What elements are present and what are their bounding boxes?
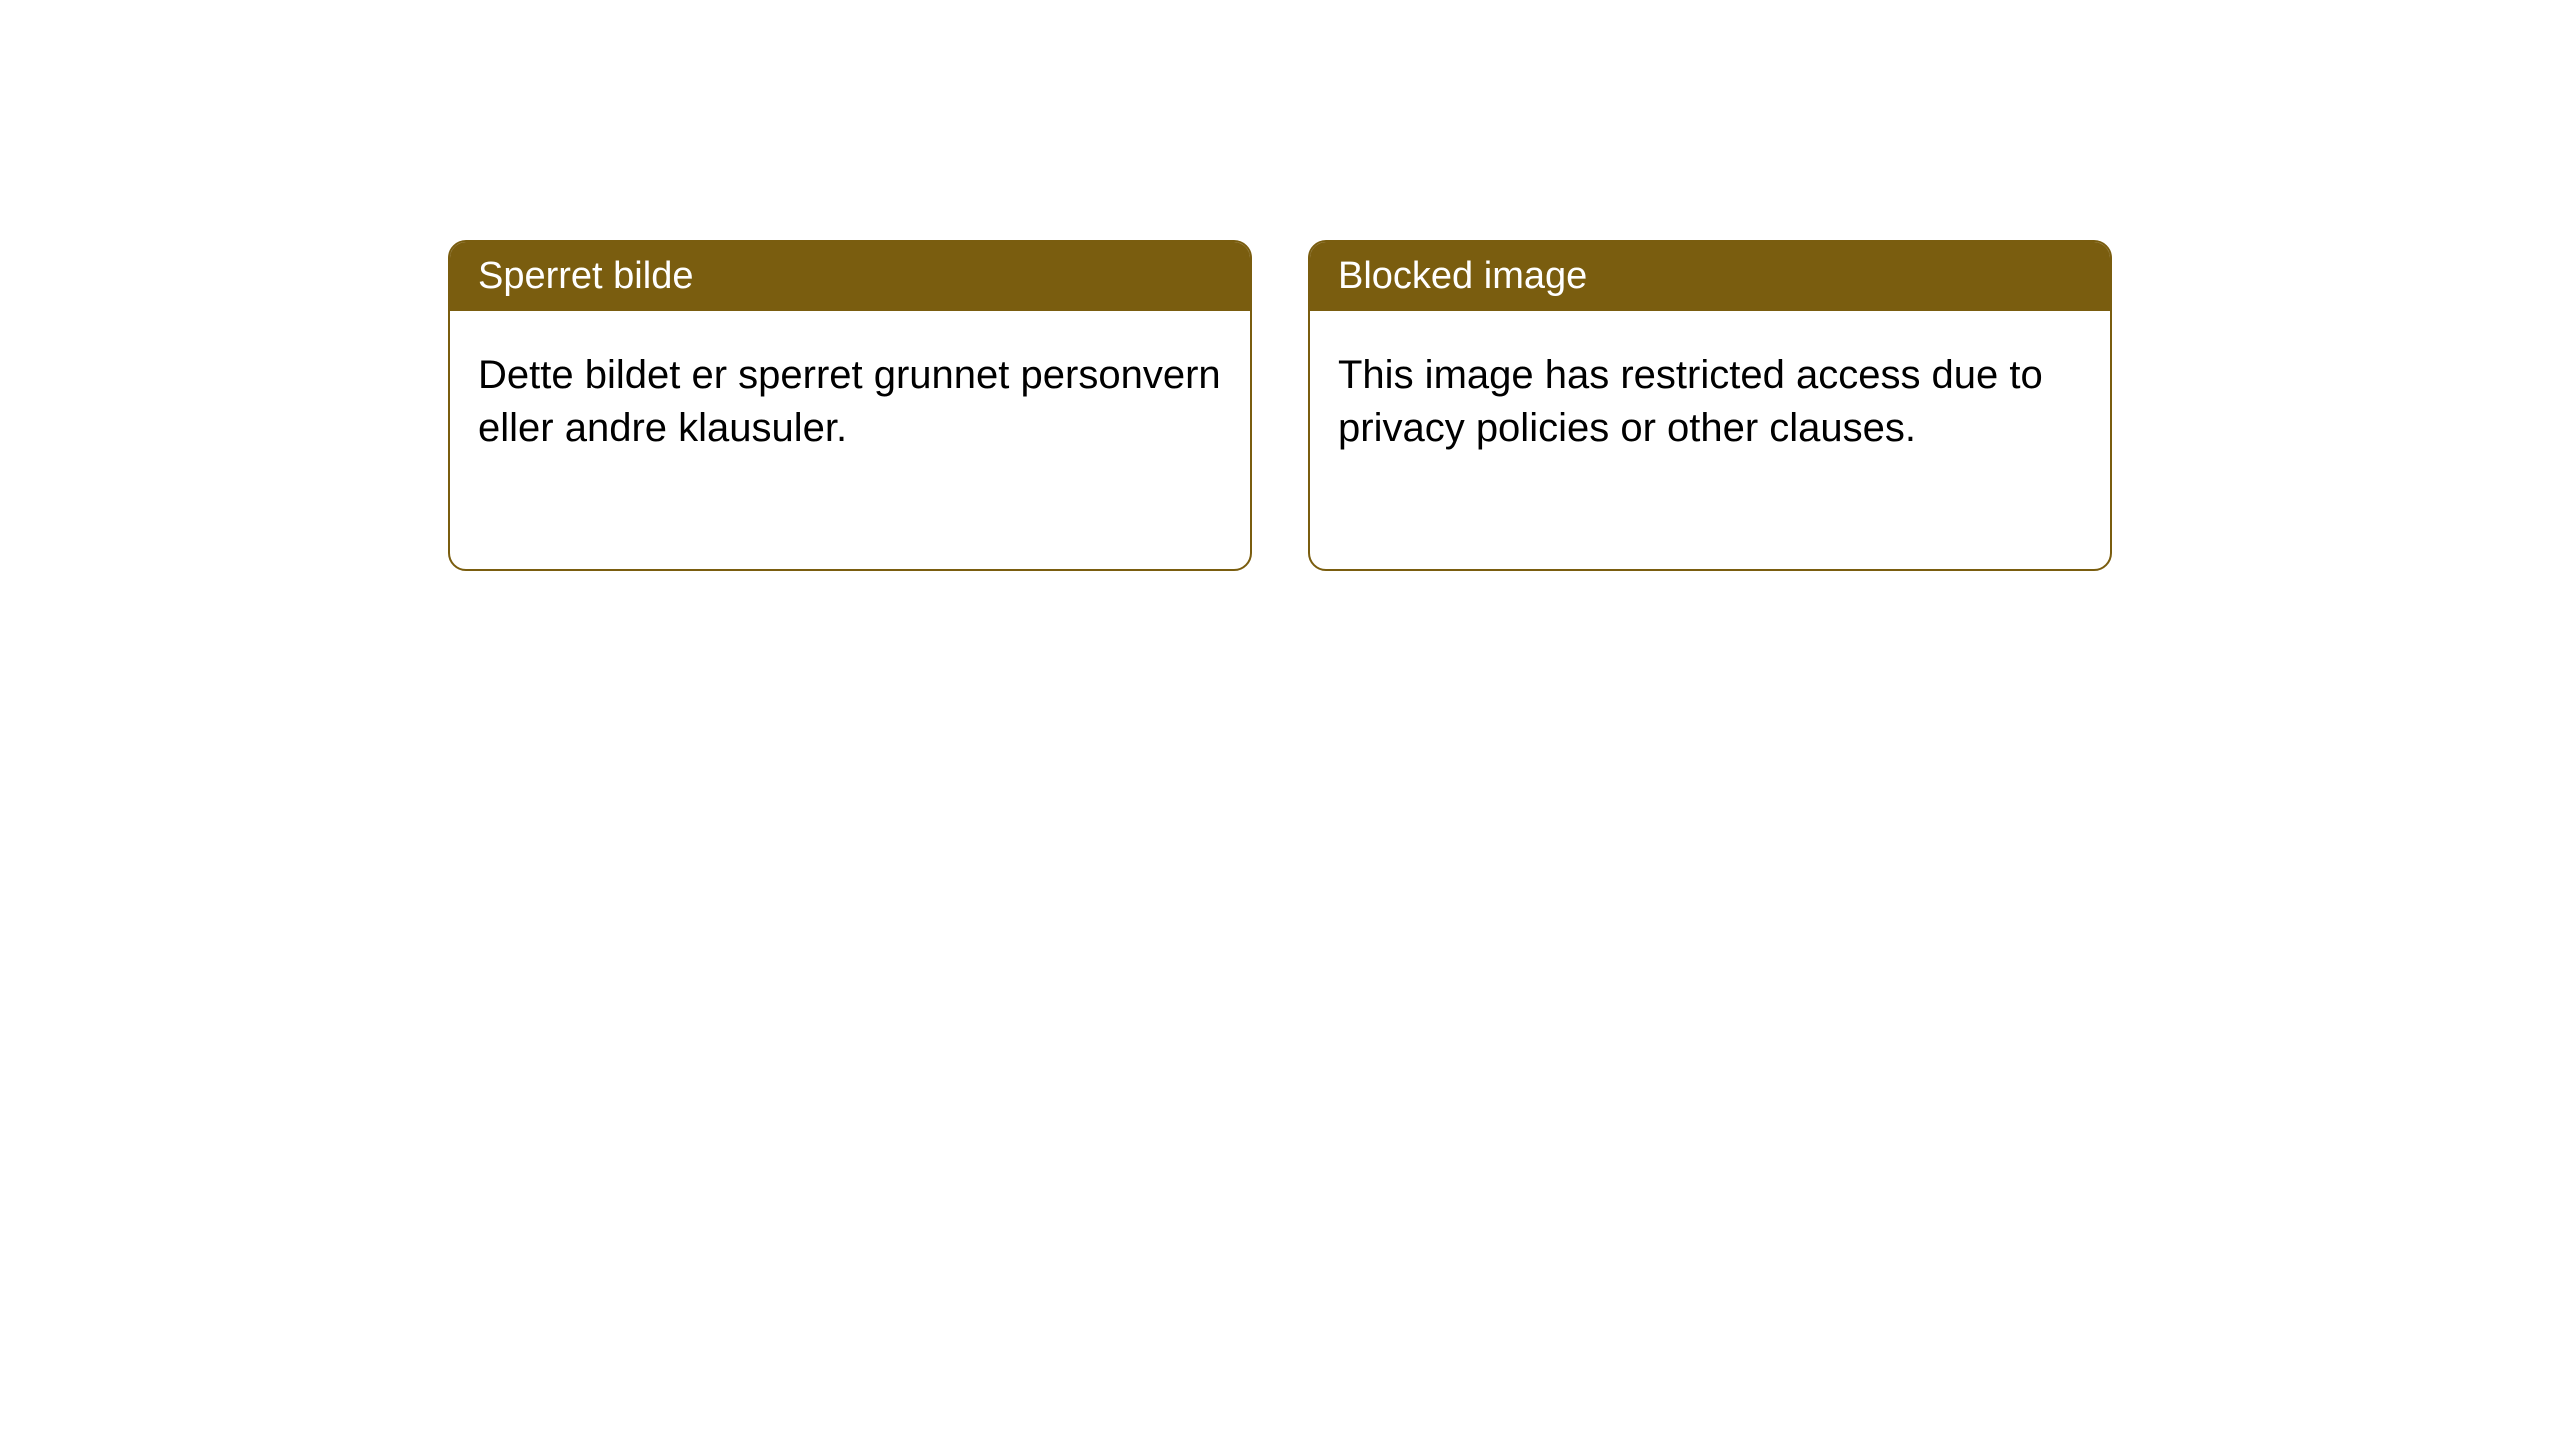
notice-card-header: Sperret bilde	[450, 242, 1250, 311]
notice-card-en: Blocked image This image has restricted …	[1308, 240, 2112, 571]
notice-container: Sperret bilde Dette bildet er sperret gr…	[448, 240, 2112, 571]
notice-card-body: This image has restricted access due to …	[1310, 311, 2110, 569]
notice-card-header: Blocked image	[1310, 242, 2110, 311]
notice-card-no: Sperret bilde Dette bildet er sperret gr…	[448, 240, 1252, 571]
notice-card-body: Dette bildet er sperret grunnet personve…	[450, 311, 1250, 569]
